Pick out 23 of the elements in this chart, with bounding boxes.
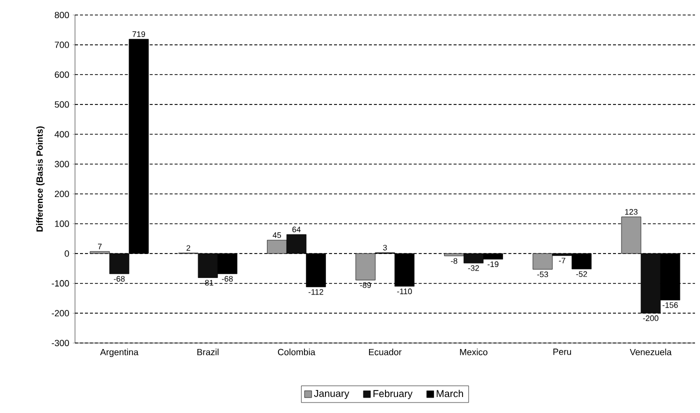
y-tick-label: 200: [54, 190, 70, 198]
legend-label: February: [374, 390, 413, 400]
x-tick-label: Peru: [553, 348, 572, 355]
y-axis-title: Difference (Basis Points): [36, 126, 45, 232]
y-tick-label: -300: [52, 340, 70, 346]
y-tick-label: 700: [54, 42, 70, 48]
y-tick-label: 300: [54, 160, 70, 168]
x-tick-label: Venezuela: [630, 348, 672, 356]
y-tick-label: 800: [54, 12, 70, 18]
y-tick-label: 600: [54, 71, 70, 78]
legend-label: March: [436, 390, 464, 398]
y-tick-label: 400: [54, 131, 70, 138]
x-tick-label: Mexico: [460, 348, 488, 356]
x-tick-label: Colombia: [278, 348, 316, 356]
y-tick-label: -200: [52, 310, 70, 316]
y-tick-label: 100: [55, 220, 70, 227]
x-tick-label: Brazil: [197, 348, 218, 356]
x-tick-label: Ecuador: [369, 348, 402, 356]
y-tick-label: -100: [52, 280, 70, 287]
y-tick-label: 0: [64, 250, 70, 257]
y-tick-label: 500: [54, 101, 70, 108]
legend-label: January: [314, 390, 350, 399]
x-tick-label: Argentina: [100, 348, 138, 357]
